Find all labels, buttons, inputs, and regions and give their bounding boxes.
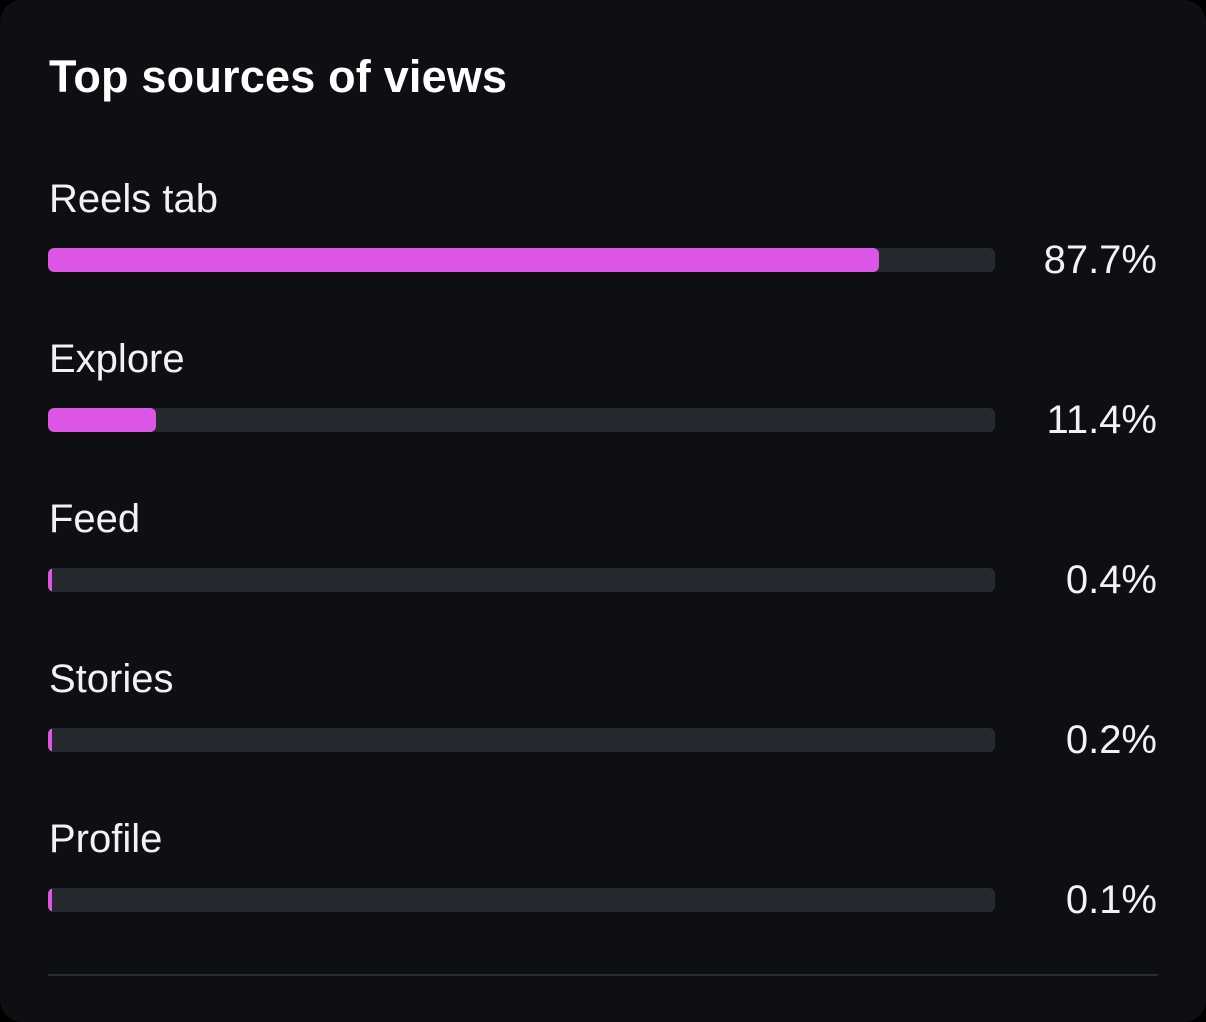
source-label: Explore — [49, 337, 185, 381]
card-title: Top sources of views — [49, 51, 508, 102]
progress-track — [48, 728, 995, 752]
source-row-explore: Explore 11.4% — [0, 335, 1206, 465]
source-percent: 87.7% — [1043, 238, 1157, 282]
progress-track — [48, 248, 995, 272]
bottom-divider — [48, 974, 1158, 976]
source-label: Reels tab — [49, 177, 218, 221]
progress-fill — [48, 408, 156, 432]
progress-track — [48, 408, 995, 432]
source-percent: 0.1% — [1065, 878, 1157, 922]
source-label: Feed — [49, 497, 141, 541]
source-row-stories: Stories 0.2% — [0, 655, 1206, 785]
source-percent: 0.2% — [1065, 718, 1157, 762]
source-row-profile: Profile 0.1% — [0, 815, 1206, 945]
progress-fill — [48, 568, 52, 592]
source-label: Profile — [49, 817, 163, 861]
source-label: Stories — [49, 657, 174, 701]
source-percent: 11.4% — [1046, 398, 1157, 442]
progress-track — [48, 888, 995, 912]
source-row-reels-tab: Reels tab 87.7% — [0, 175, 1206, 305]
progress-fill — [48, 888, 52, 912]
source-percent: 0.4% — [1065, 558, 1157, 602]
progress-fill — [48, 728, 52, 752]
progress-track — [48, 568, 995, 592]
progress-fill — [48, 248, 879, 272]
source-row-feed: Feed 0.4% — [0, 495, 1206, 625]
